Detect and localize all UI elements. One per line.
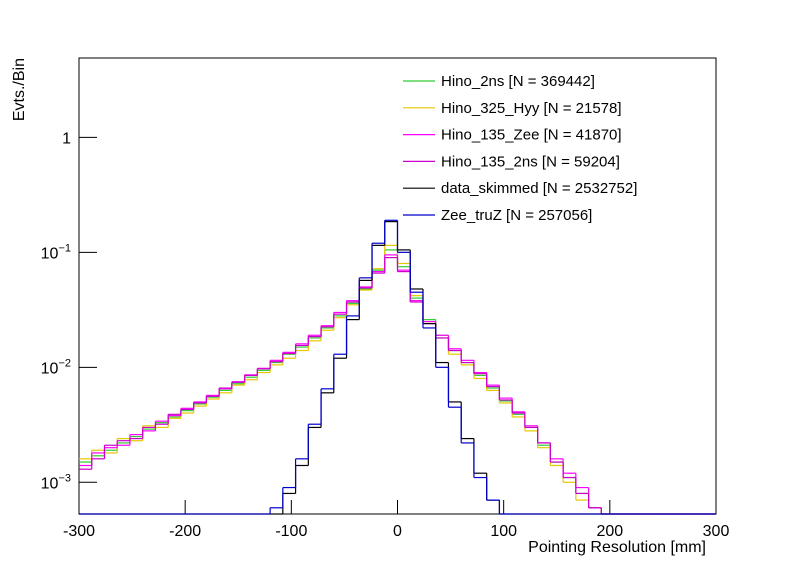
legend-label: Hino_325_Hyy [N = 21578] <box>441 100 622 117</box>
x-tick-label: 200 <box>596 523 623 540</box>
x-tick-label: -100 <box>275 523 307 540</box>
legend-label: Hino_135_2ns [N = 59204] <box>441 153 620 170</box>
y-tick-label: 10−3 <box>41 472 71 492</box>
y-tick-base: 10 <box>41 245 59 262</box>
legend-label: Hino_135_Zee [N = 41870] <box>441 127 622 144</box>
y-tick-base: 10 <box>41 360 59 377</box>
y-tick-label: 1 <box>62 130 71 147</box>
legend-label: Hino_2ns [N = 369442] <box>441 73 595 90</box>
y-tick-label: 10−1 <box>41 242 71 262</box>
x-tick-label: 0 <box>393 523 402 540</box>
y-tick-exponent: −2 <box>58 357 71 369</box>
x-tick-label: -300 <box>63 523 95 540</box>
y-tick-exponent: −1 <box>58 242 71 254</box>
x-tick-label: 300 <box>703 523 730 540</box>
y-tick-label: 10−2 <box>41 357 71 377</box>
y-tick-exponent: −3 <box>58 472 71 484</box>
y-tick-base: 10 <box>41 475 59 492</box>
x-axis-label: Pointing Resolution [mm] <box>528 539 706 556</box>
x-tick-label: -200 <box>169 523 201 540</box>
x-tick-label: 100 <box>490 523 517 540</box>
legend-label: data_skimmed [N = 2532752] <box>441 180 637 197</box>
legend-label: Zee_truZ [N = 257056] <box>441 207 592 224</box>
y-axis-label: Evts./Bin <box>11 58 28 121</box>
